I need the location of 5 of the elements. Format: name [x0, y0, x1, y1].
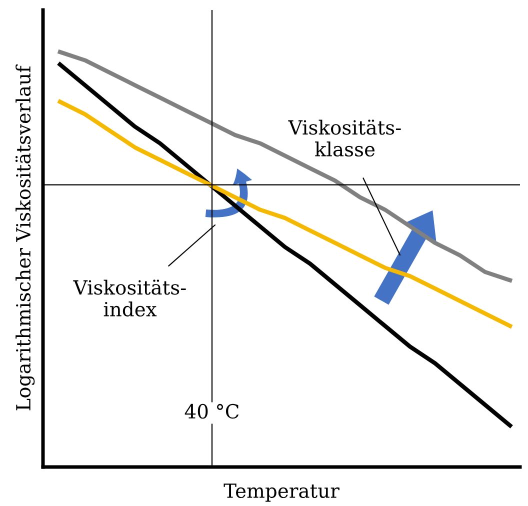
annotation: Viskositäts- klasse	[288, 120, 401, 157]
annotation: 40 °C	[184, 404, 239, 419]
annotation: Viskositäts- index	[73, 280, 186, 317]
y-axis-title: Logarithmischer Viskositätsverlauf	[15, 64, 35, 410]
x-axis-title: Temperatur	[224, 484, 340, 502]
